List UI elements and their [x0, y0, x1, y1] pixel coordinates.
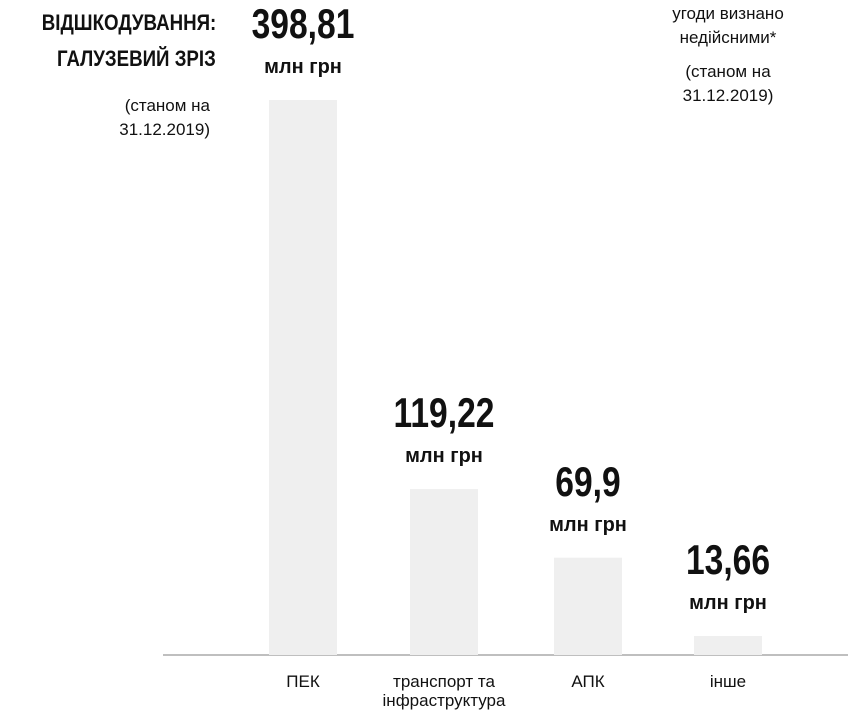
note: недійсними* — [679, 28, 777, 47]
x-tick-label: ПЕК — [286, 672, 320, 691]
bar — [269, 100, 337, 655]
chart-title: ГАЛУЗЕВИЙ ЗРІЗ — [57, 46, 216, 71]
value-label: 69,9 — [555, 457, 621, 505]
note: 31.12.2019) — [682, 86, 774, 105]
bar — [694, 635, 762, 655]
unit-label: млн грн — [689, 591, 767, 614]
chart-title: ВІДШКОДУВАННЯ: — [41, 10, 216, 35]
subtitle: (станом на — [124, 96, 210, 115]
subtitle: 31.12.2019) — [119, 120, 210, 139]
value-label: 398,81 — [251, 0, 355, 47]
value-label: 119,22 — [393, 389, 495, 437]
x-tick-label: АПК — [571, 672, 605, 691]
bar — [410, 489, 478, 655]
unit-label: млн грн — [264, 56, 342, 78]
note: угоди визнано — [672, 4, 784, 23]
x-tick-label: інше — [709, 672, 747, 691]
value-label: 13,66 — [685, 535, 771, 583]
note: (станом на — [685, 62, 771, 81]
unit-label: млн грн — [405, 445, 483, 468]
unit-label: млн грн — [549, 513, 627, 536]
x-tick-label: транспорт та інфраструктура — [382, 672, 506, 710]
bar — [554, 557, 622, 655]
